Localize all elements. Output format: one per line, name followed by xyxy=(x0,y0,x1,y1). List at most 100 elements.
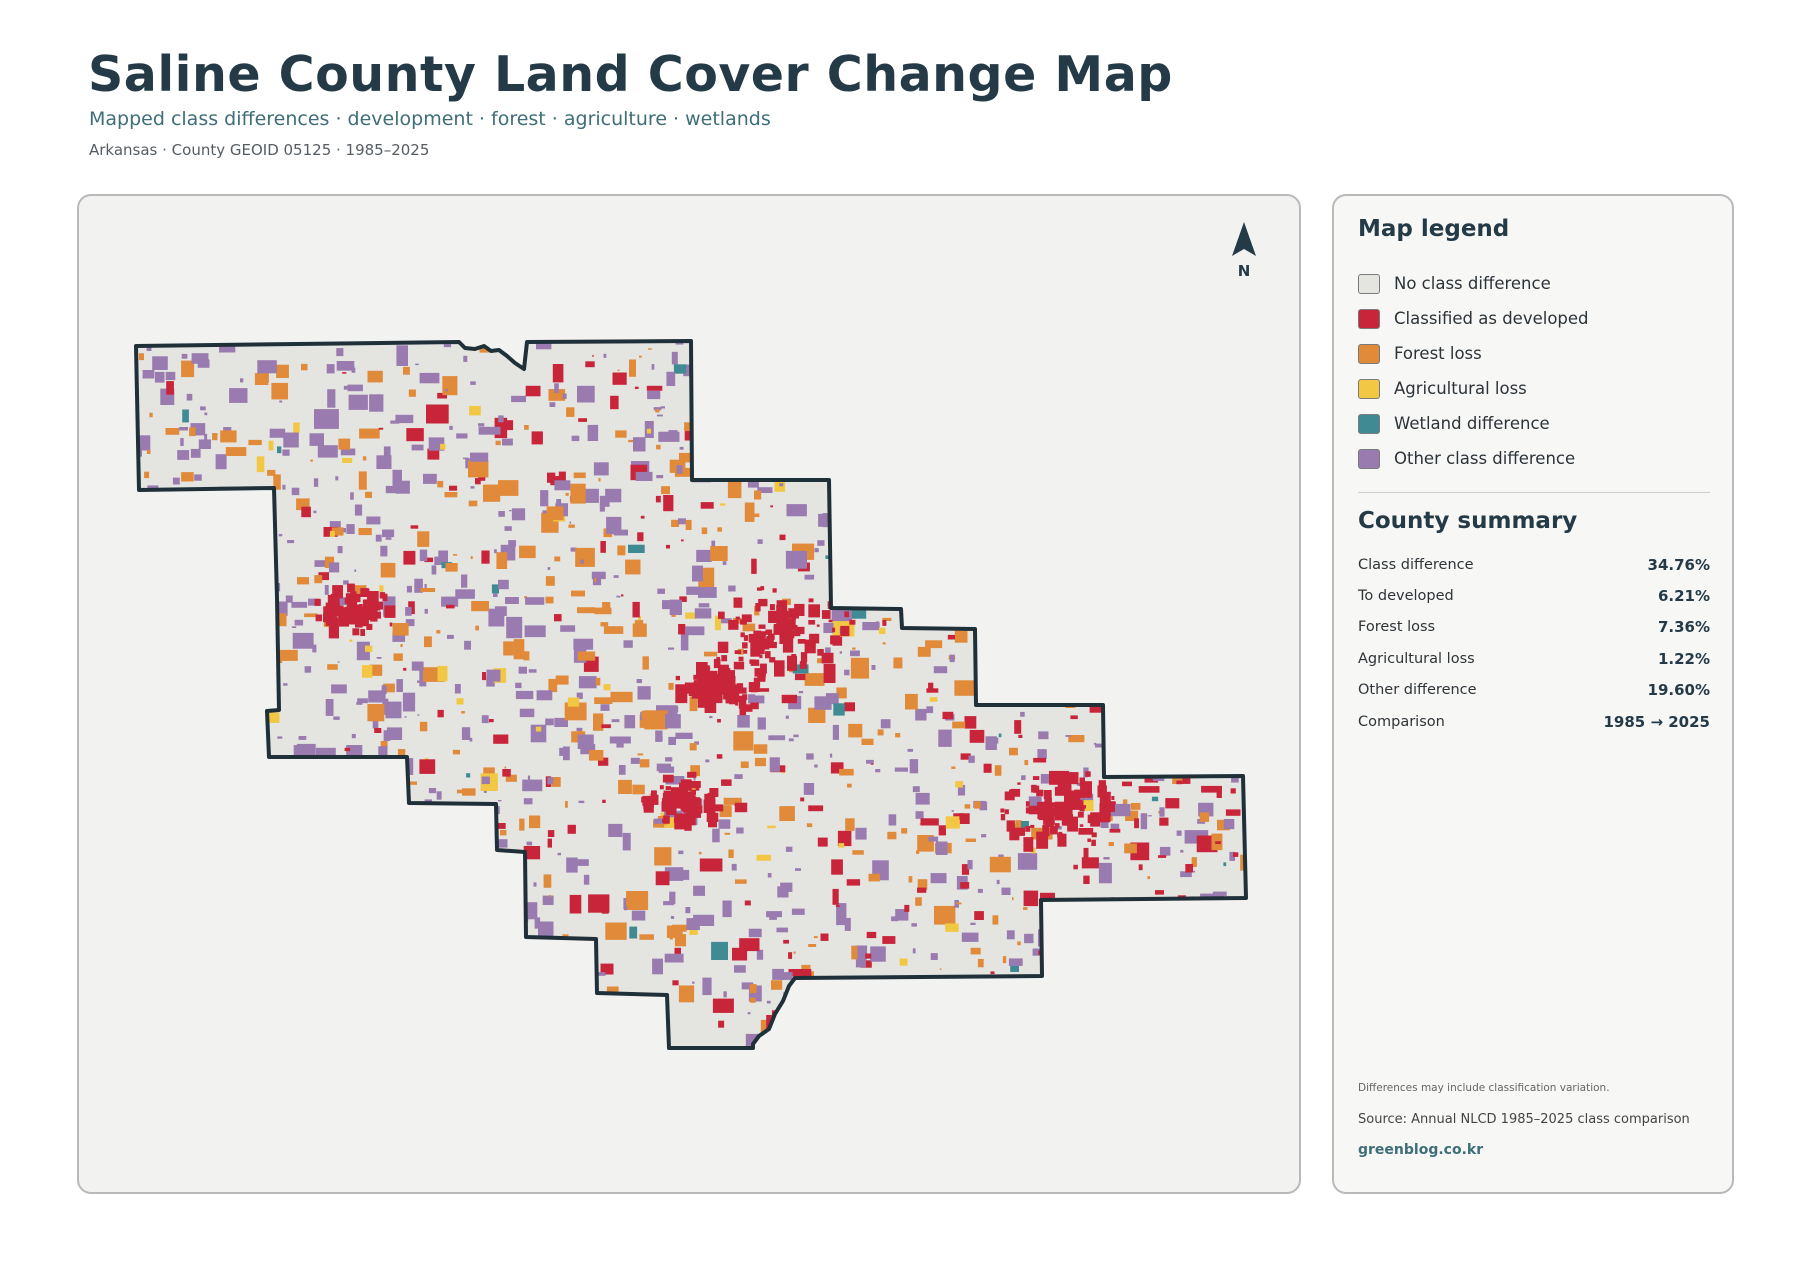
change-patch xyxy=(212,433,218,441)
change-patch xyxy=(265,924,276,941)
change-patch xyxy=(170,860,178,879)
change-patch xyxy=(1190,943,1198,954)
change-patch xyxy=(951,342,955,346)
change-patch xyxy=(444,996,451,1004)
change-patch xyxy=(1143,580,1150,584)
change-patch xyxy=(150,618,157,622)
change-patch xyxy=(282,984,293,999)
change-patch xyxy=(1046,485,1063,494)
change-patch xyxy=(1216,1022,1236,1040)
change-patch xyxy=(204,433,208,440)
change-patch xyxy=(1037,801,1047,814)
change-patch xyxy=(1070,818,1075,823)
change-patch xyxy=(462,788,476,796)
change-patch xyxy=(410,525,419,529)
change-patch xyxy=(368,690,386,703)
change-patch xyxy=(505,774,517,782)
change-patch xyxy=(684,682,694,694)
change-patch xyxy=(699,858,723,872)
change-patch xyxy=(598,478,601,482)
change-patch xyxy=(839,768,854,776)
change-patch xyxy=(547,777,554,785)
change-patch xyxy=(1011,496,1015,502)
change-patch xyxy=(277,446,282,454)
change-patch xyxy=(436,851,449,863)
change-patch xyxy=(1173,594,1184,601)
change-patch xyxy=(781,694,797,704)
change-patch xyxy=(324,556,335,568)
change-patch xyxy=(283,432,299,448)
change-patch xyxy=(325,616,330,621)
summary-value: 1985 → 2025 xyxy=(1603,712,1710,731)
change-patch xyxy=(689,783,696,796)
change-patch xyxy=(162,748,172,769)
change-patch xyxy=(464,640,471,650)
change-patch xyxy=(252,724,259,729)
change-patch xyxy=(1203,760,1208,764)
change-patch xyxy=(1139,370,1144,380)
change-patch xyxy=(592,578,602,586)
change-patch xyxy=(239,1033,252,1038)
change-patch xyxy=(816,624,820,627)
change-patch xyxy=(621,594,624,597)
change-patch xyxy=(190,757,200,766)
change-patch xyxy=(329,821,341,833)
change-patch xyxy=(846,543,851,547)
change-patch xyxy=(736,388,744,401)
change-patch xyxy=(714,804,724,812)
change-patch xyxy=(426,404,449,424)
change-patch xyxy=(817,540,825,546)
change-patch xyxy=(665,757,673,762)
change-patch xyxy=(1220,958,1224,963)
change-patch xyxy=(152,569,168,583)
change-patch xyxy=(1153,499,1171,513)
change-patch xyxy=(1069,426,1078,430)
change-patch xyxy=(380,562,396,578)
change-patch xyxy=(848,723,863,738)
change-patch xyxy=(1000,808,1005,813)
change-patch xyxy=(1096,639,1099,642)
credit-link[interactable]: greenblog.co.kr xyxy=(1358,1142,1484,1158)
change-patch xyxy=(901,828,908,834)
change-patch xyxy=(1001,887,1011,895)
change-patch xyxy=(757,487,773,493)
change-patch xyxy=(431,565,437,575)
change-patch xyxy=(1095,624,1099,628)
change-patch xyxy=(769,351,778,356)
change-patch xyxy=(1025,1007,1031,1016)
change-patch xyxy=(1080,499,1084,503)
change-patch xyxy=(467,1028,480,1035)
change-patch xyxy=(772,968,784,980)
change-patch xyxy=(1023,1002,1027,1004)
change-patch xyxy=(141,875,153,896)
change-patch xyxy=(1202,459,1206,462)
change-patch xyxy=(666,371,676,386)
change-patch xyxy=(449,425,453,430)
change-patch xyxy=(1226,475,1245,492)
change-patch xyxy=(310,459,313,462)
change-patch xyxy=(179,578,190,588)
change-patch xyxy=(190,448,201,458)
change-patch xyxy=(1134,818,1139,829)
change-patch xyxy=(400,861,406,872)
change-patch xyxy=(1058,1039,1061,1043)
change-patch xyxy=(1201,606,1218,614)
change-patch xyxy=(938,729,952,747)
change-patch xyxy=(329,530,335,537)
change-patch xyxy=(1046,983,1049,986)
change-patch xyxy=(495,440,501,446)
change-patch xyxy=(318,572,329,581)
change-patch xyxy=(1215,455,1226,465)
change-patch xyxy=(749,984,757,994)
change-patch xyxy=(831,859,843,875)
change-patch xyxy=(845,818,855,831)
change-patch xyxy=(292,779,297,784)
change-patch xyxy=(161,990,172,998)
change-patch xyxy=(370,847,381,866)
change-patch xyxy=(475,478,481,485)
change-patch xyxy=(916,850,920,854)
change-patch xyxy=(293,422,300,433)
change-patch xyxy=(358,471,367,490)
change-patch xyxy=(461,921,480,939)
change-patch xyxy=(1105,908,1113,916)
